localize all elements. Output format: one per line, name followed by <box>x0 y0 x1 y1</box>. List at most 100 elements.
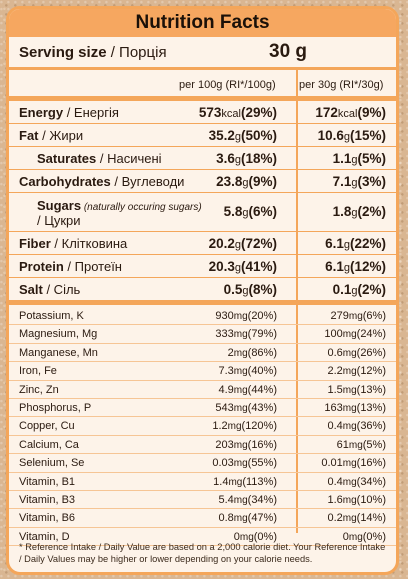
amount: 7.3 <box>218 365 234 378</box>
percent: (2%) <box>357 204 386 219</box>
percent: (0%) <box>362 530 386 543</box>
amount: 573 <box>198 105 222 120</box>
percent: (44%) <box>247 383 277 396</box>
unit: mg <box>342 494 357 506</box>
percent: (113%) <box>242 475 277 488</box>
mineral-row: Calcium, Ca 203mg(16%) 61mg(5%) <box>9 436 396 455</box>
value-per100: 0.5g(8%) <box>224 282 277 297</box>
unit: kcal <box>337 108 358 120</box>
amount: 6.1 <box>325 259 344 274</box>
percent: (9%) <box>357 105 386 120</box>
nutrient-name: Fat / Жири <box>19 128 83 143</box>
mineral-name: Iron, Fe <box>19 365 57 378</box>
unit: g <box>234 154 241 166</box>
value-per100: 1.4mg(113%) <box>213 476 277 488</box>
percent: (55%) <box>247 457 277 470</box>
mineral-name: Zinc, Zn <box>19 383 59 396</box>
amount: 930 <box>215 310 234 322</box>
mineral-name: Phosphorus, P <box>19 401 92 414</box>
amount: 20.2 <box>208 236 235 251</box>
nutrient-name-ua: / Вуглеводи <box>110 174 185 189</box>
value-per30: 172kcal(9%) <box>315 105 386 120</box>
percent: (24%) <box>356 328 386 341</box>
amount: 0.4 <box>327 420 343 433</box>
percent: (26%) <box>356 346 386 359</box>
percent: (3%) <box>357 174 386 189</box>
serving-size-value: 30 g <box>269 41 308 62</box>
amount: 203 <box>215 438 234 451</box>
amount: 543 <box>215 401 234 414</box>
amount: 0.6 <box>327 346 343 359</box>
percent: (120%) <box>241 420 277 433</box>
value-per30: 0mg(0%) <box>343 531 386 543</box>
amount: 163 <box>324 401 343 414</box>
amount: 1.2 <box>212 420 228 433</box>
unit: mg <box>342 347 357 359</box>
percent: (18%) <box>240 151 277 166</box>
value-per100: 0mg(0%) <box>234 531 277 543</box>
amount: 0.1 <box>332 282 352 297</box>
value-per30: 0.4mg(34%) <box>327 476 386 488</box>
value-per100: 930mg(20%) <box>215 310 277 322</box>
percent: (8%) <box>248 282 277 297</box>
percent: (16%) <box>247 438 277 451</box>
value-per100: 7.3mg(40%) <box>218 365 277 377</box>
unit: g <box>234 262 241 274</box>
nutrient-name-ua: / Цукри <box>37 213 81 228</box>
unit: g <box>351 285 358 297</box>
percent: (47%) <box>247 512 277 525</box>
value-per30: 6.1g(22%) <box>325 236 386 251</box>
percent: (36%) <box>356 420 386 433</box>
percent: (29%) <box>240 105 277 120</box>
percent: (40%) <box>247 365 277 378</box>
amount: 279 <box>330 310 349 322</box>
percent: (72%) <box>240 236 277 251</box>
unit: mg <box>342 366 357 378</box>
nutrient-name: Protein / Протеїн <box>19 259 122 274</box>
unit: mg <box>233 494 248 506</box>
unit: mg <box>227 421 242 433</box>
amount: 1.8 <box>332 204 352 219</box>
value-per30: 1.8g(2%) <box>333 204 386 219</box>
percent: (2%) <box>357 282 386 297</box>
percent: (5%) <box>362 438 386 451</box>
amount: 0.03 <box>212 457 234 470</box>
amount: 1.5 <box>327 383 343 396</box>
unit: mg <box>233 458 248 470</box>
percent: (10%) <box>356 493 386 506</box>
unit: mg <box>342 384 357 396</box>
mineral-row: Magnesium, Mg 333mg(79%) 100mg(24%) <box>9 325 396 344</box>
value-per100: 23.8g(9%) <box>216 174 277 189</box>
amount: 172 <box>315 105 338 120</box>
nutrient-name-en: Sugars <box>37 198 82 213</box>
mineral-name: Calcium, Ca <box>19 438 79 451</box>
amount: 7.1 <box>332 174 352 189</box>
nutrition-label: Nutrition Facts Serving size / Порція 30… <box>6 6 399 575</box>
nutrient-name-ua: / Протеїн <box>63 259 122 274</box>
nutrient-name: Fiber / Клітковина <box>19 236 127 251</box>
unit: mg <box>233 311 248 322</box>
unit: g <box>343 239 350 251</box>
mineral-row: Zinc, Zn 4.9mg(44%) 1.5mg(13%) <box>9 381 396 399</box>
percent: (34%) <box>247 493 277 506</box>
value-per30: 2.2mg(12%) <box>327 365 386 377</box>
amount: 23.8 <box>216 174 243 189</box>
amount: 0.4 <box>327 475 343 488</box>
value-per100: 4.9mg(44%) <box>218 384 277 396</box>
percent: (0%) <box>253 530 277 543</box>
mineral-row: Iron, Fe 7.3mg(40%) 2.2mg(12%) <box>9 362 396 381</box>
main-nutrients: Energy / Енергія 573kcal(29%) 172kcal(9%) F… <box>9 101 396 305</box>
unit: mg <box>342 329 357 341</box>
nutrient-name-ua: / Клітковина <box>50 236 128 251</box>
unit: g <box>343 131 350 143</box>
percent: (9%) <box>248 174 277 189</box>
percent: (5%) <box>357 151 386 166</box>
nutrient-name-ua: / Насичені <box>96 151 162 166</box>
percent: (34%) <box>356 475 386 488</box>
unit: g <box>242 207 249 219</box>
amount: 1.6 <box>327 493 343 506</box>
mineral-row: Manganese, Mn 2mg(86%) 0.6mg(26%) <box>9 344 396 363</box>
amount: 333 <box>215 328 234 341</box>
mineral-row: Vitamin, B6 0.8mg(47%) 0.2mg(14%) <box>9 509 396 528</box>
mineral-name: Potassium, K <box>19 310 84 322</box>
